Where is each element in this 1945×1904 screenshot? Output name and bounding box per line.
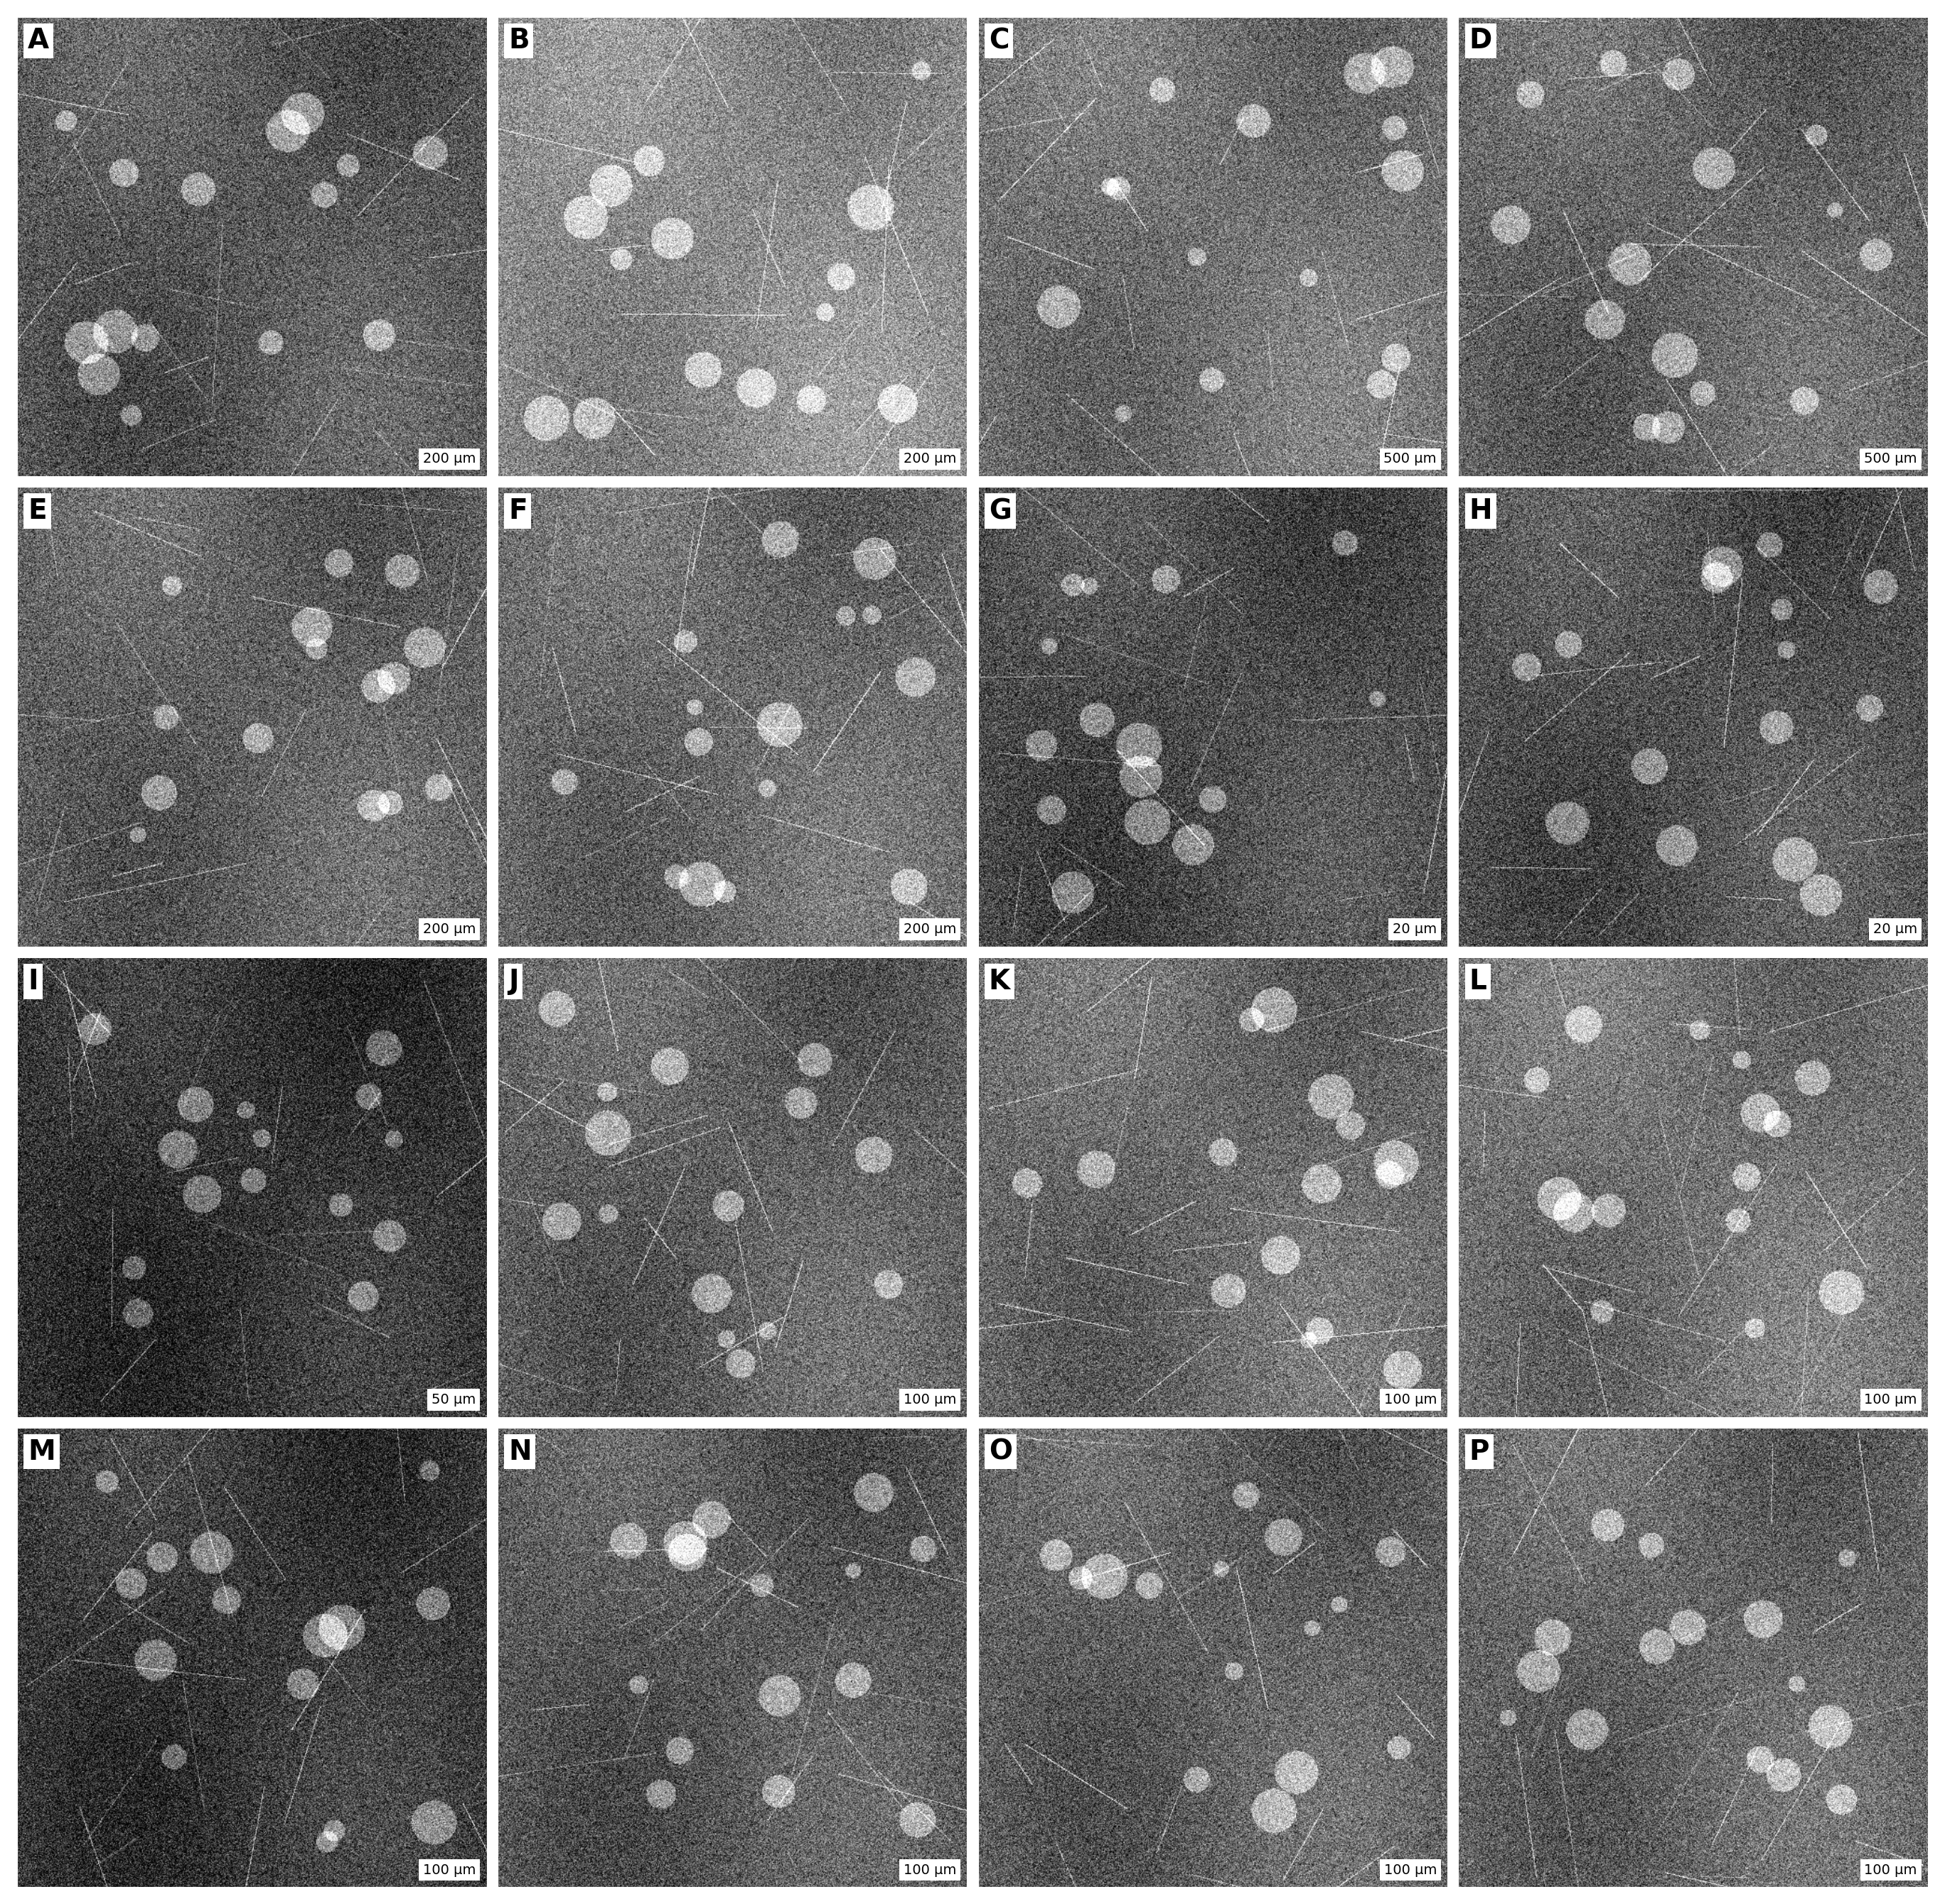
Text: 100 μm: 100 μm <box>1383 1394 1437 1407</box>
Text: I: I <box>27 967 39 996</box>
Text: J: J <box>508 967 519 996</box>
Text: 100 μm: 100 μm <box>902 1394 957 1407</box>
Text: 100 μm: 100 μm <box>902 1864 957 1877</box>
Text: B: B <box>508 27 529 55</box>
Text: 500 μm: 500 μm <box>1383 453 1437 466</box>
Text: 200 μm: 200 μm <box>422 453 477 466</box>
Text: D: D <box>1468 27 1492 55</box>
Text: E: E <box>27 497 47 526</box>
Text: 100 μm: 100 μm <box>1863 1394 1918 1407</box>
Text: 200 μm: 200 μm <box>902 453 957 466</box>
Text: 50 μm: 50 μm <box>432 1394 477 1407</box>
Text: L: L <box>1468 967 1486 996</box>
Text: K: K <box>988 967 1009 996</box>
Text: G: G <box>988 497 1011 526</box>
Text: 100 μm: 100 μm <box>1863 1864 1918 1877</box>
Text: 200 μm: 200 μm <box>902 923 957 937</box>
Text: 500 μm: 500 μm <box>1863 453 1918 466</box>
Text: C: C <box>988 27 1009 55</box>
Text: P: P <box>1468 1438 1490 1466</box>
Text: 100 μm: 100 μm <box>422 1864 477 1877</box>
Text: O: O <box>988 1438 1011 1466</box>
Text: 100 μm: 100 μm <box>1383 1864 1437 1877</box>
Text: 20 μm: 20 μm <box>1393 923 1437 937</box>
Text: H: H <box>1468 497 1492 526</box>
Text: A: A <box>27 27 49 55</box>
Text: M: M <box>27 1438 56 1466</box>
Text: 20 μm: 20 μm <box>1873 923 1918 937</box>
Text: F: F <box>508 497 527 526</box>
Text: N: N <box>508 1438 531 1466</box>
Text: 200 μm: 200 μm <box>422 923 477 937</box>
